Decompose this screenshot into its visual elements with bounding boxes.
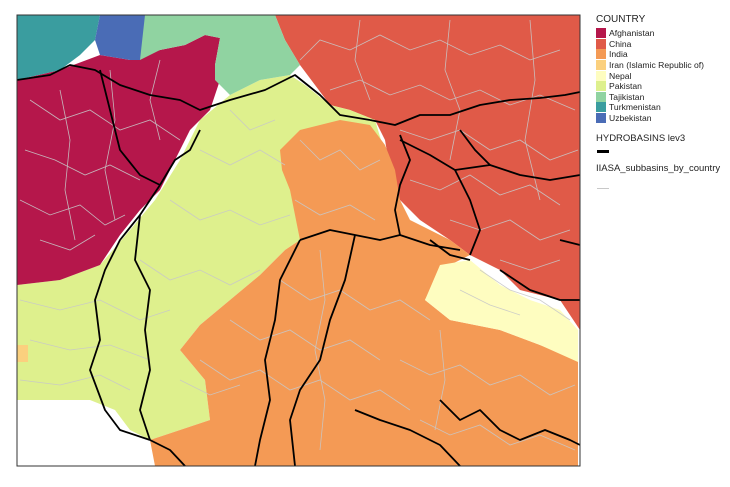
map-border — [16, 14, 581, 467]
country-region-nepal — [425, 260, 578, 362]
hydrobasin-lines — [16, 64, 581, 467]
legend-swatch — [596, 91, 606, 102]
legend-title-country: COUNTRY — [596, 14, 646, 25]
legend-item: China — [594, 38, 728, 50]
legend-item: Tajikistan — [594, 91, 728, 103]
map-canvas — [16, 14, 581, 467]
legend-swatch — [596, 28, 606, 39]
country-region-china — [275, 15, 580, 330]
legend-swatch — [596, 81, 606, 92]
country-region-iran — [17, 345, 28, 362]
legend-item-label: Iran (Islamic Republic of) — [609, 60, 705, 71]
legend-item: Iran (Islamic Republic of) — [594, 60, 728, 71]
country-region-india — [150, 120, 578, 466]
legend: COUNTRY Afghanistan China India Iran (Islam… — [594, 14, 728, 190]
subbasin-lines — [19, 19, 579, 451]
legend-item-label: Turkmenistan — [609, 102, 661, 113]
country-region-turkmenistan — [17, 15, 100, 80]
legend-title-subbasins: IIASA_subbasins_by_country — [596, 163, 721, 175]
legend-swatch — [596, 70, 606, 81]
legend-swatch — [596, 102, 606, 113]
map-panel[interactable] — [0, 0, 590, 487]
legend-swatch — [596, 38, 606, 49]
legend-item-label: Tajikistan — [609, 91, 645, 102]
legend-title-hydrobasins: HYDROBASINS lev3 — [596, 133, 686, 145]
legend-swatch — [596, 113, 606, 124]
legend-item-label: Nepal — [609, 70, 632, 81]
legend-item: Turkmenistan — [594, 102, 728, 113]
country-region-tajikistan — [135, 15, 300, 95]
legend-item: Nepal — [594, 70, 728, 81]
legend-item-label: India — [609, 49, 628, 60]
legend-item: Afghanistan — [594, 28, 728, 39]
legend-item-label: Afghanistan — [609, 28, 655, 39]
legend-item-label: China — [609, 38, 632, 49]
legend-item: India — [594, 49, 728, 60]
legend-subbasin-line-sample — [597, 188, 609, 190]
legend-item-label: Pakistan — [609, 81, 642, 92]
country-region-uzbekistan — [95, 15, 145, 60]
legend-item-label: Uzbekistan — [609, 113, 652, 124]
legend-item: Uzbekistan — [594, 113, 728, 124]
legend-swatch — [596, 60, 606, 71]
legend-country-list: Afghanistan China India Iran (Islamic Repub… — [594, 28, 728, 124]
legend-item: Pakistan — [594, 81, 728, 92]
legend-swatch — [596, 49, 606, 60]
legend-hydrobasin-line-sample — [597, 150, 609, 154]
